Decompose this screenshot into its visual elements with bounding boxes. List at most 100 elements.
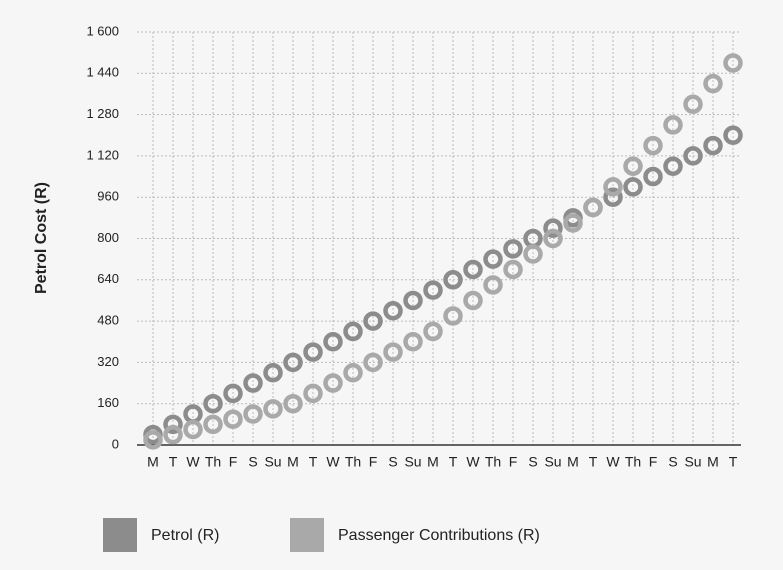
point: [323, 373, 343, 393]
point: [203, 393, 223, 414]
point: [383, 342, 403, 362]
x-tick-label: S: [248, 454, 257, 470]
x-tick-label: M: [567, 454, 579, 470]
legend-swatch: [290, 518, 324, 552]
point: [443, 306, 463, 326]
point: [283, 352, 303, 373]
point: [383, 301, 403, 321]
x-tick-label: Su: [404, 454, 421, 470]
x-tick-label: S: [668, 454, 677, 470]
x-tick-label: T: [729, 454, 738, 470]
x-tick-label: Th: [625, 454, 641, 470]
point: [423, 280, 443, 300]
y-tick-label: 960: [97, 189, 119, 204]
legend-label: Petrol (R): [151, 527, 219, 544]
point: [723, 53, 743, 73]
x-tick-label: F: [369, 454, 378, 470]
x-tick-label: Th: [205, 454, 221, 470]
y-tick-label: 1 120: [86, 147, 119, 162]
point: [263, 362, 283, 383]
point: [583, 197, 603, 218]
point: [263, 399, 283, 419]
point: [463, 290, 483, 311]
point: [363, 352, 383, 373]
point: [683, 146, 703, 166]
x-tick-label: W: [466, 454, 480, 470]
x-tick-label: Su: [264, 454, 281, 470]
y-axis-label: Petrol Cost (R): [33, 182, 50, 294]
point: [643, 135, 663, 156]
y-tick-label: 320: [97, 354, 119, 369]
y-tick-label: 1 280: [86, 106, 119, 121]
y-tick-label: 1 600: [86, 23, 119, 38]
point: [663, 115, 683, 135]
point: [503, 259, 523, 280]
point: [303, 342, 323, 362]
point: [603, 187, 623, 207]
point: [403, 290, 423, 311]
x-tick-label: M: [427, 454, 439, 470]
point: [283, 393, 303, 414]
x-tick-label: F: [509, 454, 518, 470]
point: [723, 125, 743, 145]
x-tick-label: M: [707, 454, 719, 470]
point: [143, 430, 163, 450]
point: [463, 259, 483, 280]
point: [663, 156, 683, 176]
point: [563, 213, 583, 233]
point: [243, 404, 263, 424]
y-tick-label: 160: [97, 395, 119, 410]
y-tick-label: 0: [112, 436, 119, 451]
x-tick-label: S: [388, 454, 397, 470]
x-tick-label: Su: [544, 454, 561, 470]
point: [243, 373, 263, 393]
x-tick-label: W: [606, 454, 620, 470]
point: [443, 270, 463, 290]
point: [323, 332, 343, 352]
point: [183, 404, 203, 424]
y-tick-label: 640: [97, 271, 119, 286]
point: [543, 228, 563, 249]
x-tick-label: Th: [485, 454, 501, 470]
point: [223, 409, 243, 429]
point: [503, 239, 523, 259]
point: [703, 73, 723, 94]
y-tick-label: 1 440: [86, 65, 119, 80]
x-tick-label: T: [309, 454, 318, 470]
point: [163, 424, 183, 445]
point: [183, 419, 203, 440]
x-tick-label: Th: [345, 454, 361, 470]
point: [603, 177, 623, 197]
point: [623, 156, 643, 176]
point: [203, 414, 223, 435]
x-tick-label: T: [589, 454, 598, 470]
x-tick-label: F: [649, 454, 658, 470]
x-tick-label: F: [229, 454, 238, 470]
x-tick-label: M: [287, 454, 299, 470]
x-tick-label: S: [528, 454, 537, 470]
legend-label: Passenger Contributions (R): [338, 527, 540, 544]
y-tick-label: 480: [97, 313, 119, 328]
point: [483, 275, 503, 295]
point: [223, 383, 243, 404]
point: [303, 383, 323, 404]
point: [363, 311, 383, 331]
point: [683, 94, 703, 115]
x-tick-label: W: [326, 454, 340, 470]
point: [163, 414, 183, 435]
point: [343, 362, 363, 383]
point: [483, 249, 503, 269]
point: [643, 166, 663, 187]
legend-swatch: [103, 518, 137, 552]
point: [703, 135, 723, 156]
point: [403, 332, 423, 352]
point: [543, 218, 563, 238]
point: [423, 321, 443, 342]
x-tick-label: T: [169, 454, 178, 470]
x-tick-label: Su: [684, 454, 701, 470]
point: [523, 244, 543, 264]
x-tick-label: M: [147, 454, 159, 470]
x-tick-label: W: [186, 454, 200, 470]
y-tick-label: 800: [97, 230, 119, 245]
